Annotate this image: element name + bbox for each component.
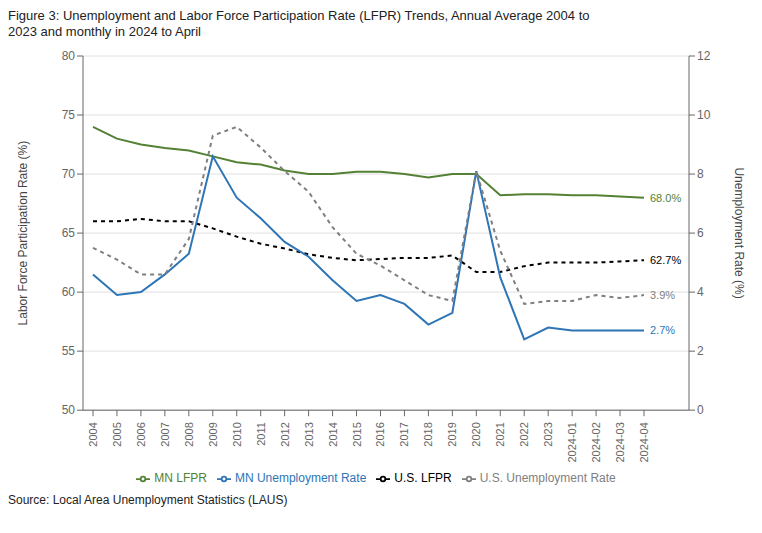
svg-text:2022: 2022 — [518, 422, 530, 446]
svg-text:2021: 2021 — [494, 422, 506, 446]
svg-text:2011: 2011 — [255, 422, 267, 446]
svg-text:2023: 2023 — [542, 422, 554, 446]
svg-text:2014: 2014 — [327, 422, 339, 446]
svg-text:2024-03: 2024-03 — [614, 422, 626, 462]
svg-text:2024-01: 2024-01 — [566, 422, 578, 462]
svg-text:65: 65 — [62, 226, 76, 240]
html-text:Source: Local Area Unemploymen: Source: Local Area Unemployment Statisti… — [8, 493, 288, 507]
svg-text:2017: 2017 — [398, 422, 410, 446]
svg-text:2006: 2006 — [135, 422, 147, 446]
svg-text:4: 4 — [697, 285, 704, 299]
svg-text:2.7%: 2.7% — [650, 324, 675, 336]
svg-text:68.0%: 68.0% — [650, 192, 681, 204]
svg-text:10: 10 — [697, 108, 711, 122]
svg-text:75: 75 — [62, 108, 76, 122]
svg-text:2004: 2004 — [87, 422, 99, 446]
svg-text:60: 60 — [62, 285, 76, 299]
html-text:U.S. LFPR: U.S. LFPR — [394, 471, 452, 486]
svg-text:62.7%: 62.7% — [650, 254, 681, 266]
svg-text:8: 8 — [697, 167, 704, 181]
svg-text:50: 50 — [62, 403, 76, 417]
svg-text:0: 0 — [697, 403, 704, 417]
svg-text:2: 2 — [697, 344, 704, 358]
svg-text:Unemployment Rate (%): Unemployment Rate (%) — [732, 167, 746, 298]
svg-text:2010: 2010 — [231, 422, 243, 446]
html-text:MN LFPR: MN LFPR — [154, 471, 207, 486]
svg-text:2018: 2018 — [422, 422, 434, 446]
svg-text:70: 70 — [62, 167, 76, 181]
html-text:Figure 3: Unemployment and Lab: Figure 3: Unemployment and Labor Force P… — [8, 8, 590, 39]
svg-text:12: 12 — [697, 49, 711, 63]
svg-text:2024-04: 2024-04 — [638, 422, 650, 462]
svg-text:2008: 2008 — [183, 422, 195, 446]
svg-text:2019: 2019 — [446, 422, 458, 446]
html-text:U.S. Unemployment Rate: U.S. Unemployment Rate — [479, 471, 616, 486]
svg-text:2005: 2005 — [111, 422, 123, 446]
svg-text:2016: 2016 — [374, 422, 386, 446]
svg-text:6: 6 — [697, 226, 704, 240]
svg-text:2013: 2013 — [303, 422, 315, 446]
svg-text:3.9%: 3.9% — [650, 289, 675, 301]
svg-text:Labor Force Participation Rate: Labor Force Participation Rate (%) — [16, 141, 30, 326]
svg-text:2007: 2007 — [159, 422, 171, 446]
svg-text:2024-02: 2024-02 — [590, 422, 602, 462]
svg-text:2009: 2009 — [207, 422, 219, 446]
svg-text:2020: 2020 — [470, 422, 482, 446]
svg-text:2015: 2015 — [351, 422, 363, 446]
svg-text:2012: 2012 — [279, 422, 291, 446]
html-text:MN Unemployment Rate: MN Unemployment Rate — [234, 471, 367, 486]
svg-text:80: 80 — [62, 49, 76, 63]
svg-text:55: 55 — [62, 344, 76, 358]
